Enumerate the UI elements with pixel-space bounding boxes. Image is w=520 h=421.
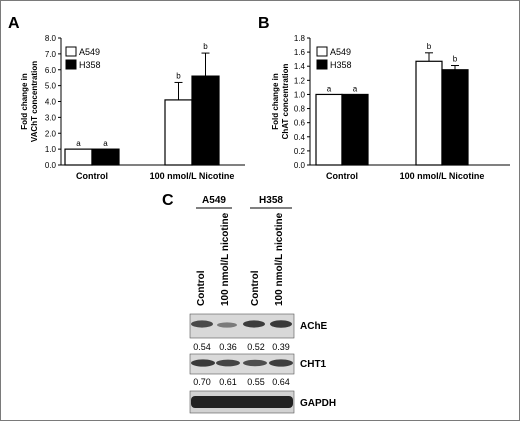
chart-b-ytick-label: 1.6 [294, 48, 306, 57]
chart-b-bar-h358 [441, 69, 469, 166]
chart-a-ytick-label: 0.0 [45, 161, 57, 170]
chart-a-ytick-label: 6.0 [45, 66, 57, 75]
quant-ache-4: 0.39 [272, 342, 290, 352]
chart-a-bar-h358 [191, 75, 220, 166]
chart-b-ylabel-line: ChAT concentration [281, 63, 290, 139]
band-gapdh [191, 396, 293, 408]
chart-b-ytick-label: 0.6 [294, 119, 306, 128]
chart-a-bar-h358 [91, 148, 120, 166]
lane-label-1: Control [196, 270, 207, 306]
chart-a-bar-a549 [164, 99, 193, 166]
chart-a-ytick-label: 7.0 [45, 50, 57, 59]
chart-b-sig-letter: a [353, 84, 358, 93]
band-cht1-2 [216, 359, 240, 367]
quant-ache-2: 0.36 [219, 342, 237, 352]
chart-a: 0.0 1.0 2.0 3.0 4.0 5.0 6.0 7.0 8.0 Fold change i… [20, 34, 245, 181]
blot-header-h358: H358 [259, 195, 283, 206]
chart-a-ytick-label: 4.0 [45, 98, 57, 107]
chart-b-category-label: Control [326, 171, 358, 181]
panel-letter-b: B [258, 15, 270, 32]
chart-b-ytick-label: 0.2 [294, 147, 306, 156]
chart-a-ytick-label: 2.0 [45, 129, 57, 138]
panel-letter-c: C [162, 192, 174, 209]
chart-a-ylabel-line: Fold change in [20, 73, 29, 130]
chart-b-ytick-label: 1.8 [294, 34, 306, 43]
panel-letter-a: A [8, 15, 20, 32]
chart-b-ytick-label: 1.2 [294, 76, 306, 85]
chart-b-bar-h358 [341, 93, 369, 166]
band-ache-3 [243, 320, 265, 328]
chart-b-ytick-label: 0.8 [294, 105, 306, 114]
chart-b-ytick-label: 0.4 [294, 133, 306, 142]
chart-a-bar-a549 [64, 148, 93, 166]
chart-a-category-label: Control [76, 171, 108, 181]
chart-b-legend-swatch [316, 46, 328, 57]
lane-label-4: 100 nmol/L nicotine [274, 212, 285, 306]
chart-a-ytick-label: 8.0 [45, 34, 57, 43]
chart-a-legend-swatch [65, 59, 77, 70]
band-ache-1 [191, 320, 213, 328]
chart-b-legend-swatch [316, 59, 328, 70]
chart-b-legend-label: H358 [330, 60, 352, 70]
chart-b-legend-label: A549 [330, 47, 351, 57]
chart-a-sig-letter: a [103, 139, 108, 148]
chart-a-legend-swatch [65, 46, 77, 57]
lane-label-3: Control [250, 270, 261, 306]
chart-a-legend-label: H358 [79, 60, 101, 70]
chart-a-ytick-label: 1.0 [45, 145, 57, 154]
band-cht1-4 [269, 359, 293, 367]
chart-a-category-label: 100 nmol/L Nicotine [150, 171, 235, 181]
quant-cht1-3: 0.55 [247, 377, 265, 387]
chart-b-ylabel-line: Fold change in [271, 73, 280, 130]
blot-c: A549 H358 Control 100 nmol/L nicotine Co… [189, 195, 336, 414]
chart-b: 0.0 0.2 0.4 0.6 0.8 1.0 1.2 1.4 1.6 1.8 Fold chang… [271, 34, 510, 181]
blot-header-a549: A549 [202, 195, 226, 206]
chart-b-bar-a549 [315, 93, 343, 166]
chart-a-sig-letter: a [76, 139, 81, 148]
band-ache-4 [270, 320, 292, 328]
chart-a-sig-letter: b [176, 71, 181, 80]
chart-a-legend-label: A549 [79, 47, 100, 57]
band-label-gapdh: GAPDH [300, 398, 336, 409]
quant-cht1-2: 0.61 [219, 377, 237, 387]
band-cht1-3 [243, 359, 267, 367]
chart-b-ytick-label: 0.0 [294, 161, 306, 170]
quant-cht1-4: 0.64 [272, 377, 290, 387]
quant-cht1-1: 0.70 [193, 377, 211, 387]
quant-ache-1: 0.54 [193, 342, 211, 352]
chart-b-bar-a549 [415, 60, 443, 166]
chart-a-sig-letter: b [203, 42, 208, 51]
lane-label-2: 100 nmol/L nicotine [220, 212, 231, 306]
band-cht1-1 [191, 359, 215, 367]
chart-b-ytick-label: 1.4 [294, 62, 306, 71]
chart-b-sig-letter: b [453, 55, 458, 64]
quant-ache-3: 0.52 [247, 342, 265, 352]
band-label-cht1: CHT1 [300, 359, 327, 370]
blot-strip-cht1 [189, 353, 295, 375]
chart-a-ytick-label: 3.0 [45, 113, 57, 122]
band-label-ache: AChE [300, 321, 328, 332]
band-ache-2 [217, 322, 237, 328]
chart-b-sig-letter: a [327, 84, 332, 93]
chart-a-ytick-label: 5.0 [45, 82, 57, 91]
chart-b-category-label: 100 nmol/L Nicotine [400, 171, 485, 181]
chart-b-sig-letter: b [427, 42, 432, 51]
chart-a-ylabel-line: VAChT concentration [30, 61, 39, 142]
chart-b-ytick-label: 1.0 [294, 90, 306, 99]
